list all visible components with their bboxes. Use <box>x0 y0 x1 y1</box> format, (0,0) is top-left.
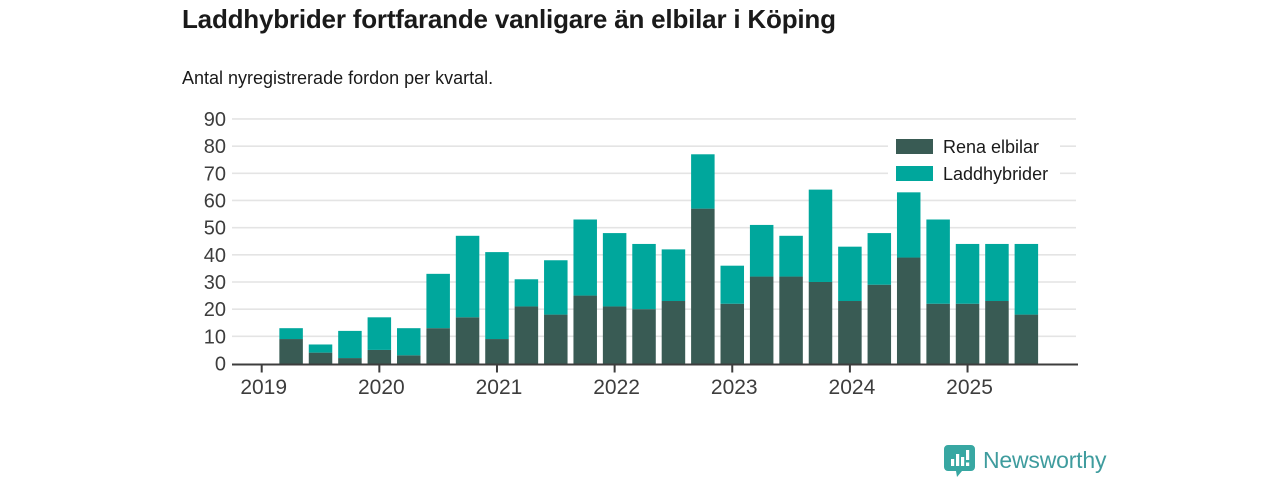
x-tick-label: 2020 <box>358 376 405 399</box>
bar-segment-elbilar <box>985 301 1009 364</box>
bar-segment-laddhybrider <box>573 219 597 296</box>
bar-segment-elbilar <box>279 339 303 364</box>
bar-segment-elbilar <box>720 303 745 364</box>
pin-shape <box>944 445 975 477</box>
x-tick-label: 2022 <box>593 376 640 399</box>
legend-label: Rena elbilar <box>943 137 1039 157</box>
bar-segment-laddhybrider <box>838 246 862 302</box>
brand-name: Newsworthy <box>983 447 1107 473</box>
bar-segment-elbilar <box>955 303 980 364</box>
bar-segment-laddhybrider <box>808 189 833 282</box>
bar-segment-laddhybrider <box>279 328 303 340</box>
y-tick-label: 40 <box>204 245 226 267</box>
chart-subtitle: Antal nyregistrerade fordon per kvartal. <box>182 68 494 88</box>
bar-segment-laddhybrider <box>602 233 627 307</box>
bar-segment-elbilar <box>308 352 333 364</box>
bar-segment-laddhybrider <box>632 243 656 310</box>
bar-segment-elbilar <box>602 306 627 364</box>
icon-bar-3 <box>961 457 965 466</box>
icon-bar-1 <box>951 459 955 466</box>
newsworthy-pin-icon <box>944 445 975 477</box>
bar-segment-elbilar <box>779 276 803 364</box>
bar-segment-laddhybrider <box>426 273 450 329</box>
bar-segment-laddhybrider <box>691 154 715 209</box>
x-tick-label: 2019 <box>240 376 287 399</box>
bar-segment-elbilar <box>838 301 862 364</box>
bar-segment-laddhybrider <box>896 192 921 258</box>
bar-segment-laddhybrider <box>514 279 539 307</box>
bar-segment-laddhybrider <box>926 219 950 304</box>
bar-segment-laddhybrider <box>955 243 980 304</box>
bar-segment-laddhybrider <box>338 330 362 359</box>
icon-exclamation-dot <box>966 462 970 466</box>
bar-segment-elbilar <box>397 355 421 364</box>
y-tick-label: 10 <box>204 326 226 348</box>
bar-segment-laddhybrider <box>1014 243 1039 315</box>
bar-segment-elbilar <box>514 306 539 364</box>
bar-segment-elbilar <box>632 309 656 364</box>
legend-label: Laddhybrider <box>943 164 1048 184</box>
y-tick-label: 0 <box>215 354 226 376</box>
y-tick-label: 60 <box>204 190 226 212</box>
bar-segment-elbilar <box>455 317 480 364</box>
y-tick-label: 20 <box>204 299 226 321</box>
chart-title: Laddhybrider fortfarande vanligare än el… <box>182 4 836 34</box>
bar-segment-elbilar <box>749 276 774 364</box>
bar-segment-laddhybrider <box>485 252 509 340</box>
bar-segment-laddhybrider <box>779 235 803 277</box>
bar-segment-elbilar <box>691 208 715 364</box>
y-tick-label: 50 <box>204 218 226 240</box>
bar-segment-elbilar <box>367 349 392 364</box>
y-tick-label: 90 <box>204 109 226 131</box>
y-tick-label: 80 <box>204 136 226 158</box>
bar-segment-elbilar <box>544 314 568 364</box>
y-tick-label: 70 <box>204 163 226 185</box>
x-tick-label: 2025 <box>946 376 993 399</box>
bar-segment-elbilar <box>926 303 950 364</box>
bar-segment-laddhybrider <box>985 243 1009 302</box>
bar-segment-laddhybrider <box>749 224 774 277</box>
bar-segment-laddhybrider <box>720 265 745 304</box>
x-tick-label: 2021 <box>476 376 523 399</box>
legend-swatch-elbilar <box>896 139 933 154</box>
bar-segment-laddhybrider <box>397 328 421 356</box>
bar-segment-elbilar <box>485 339 509 364</box>
bar-segment-elbilar <box>426 328 450 364</box>
newsworthy-logo: Newsworthy <box>944 444 1106 477</box>
icon-exclamation-line <box>966 450 970 460</box>
legend-swatch-laddhybrider <box>896 166 933 181</box>
bar-segment-elbilar <box>867 284 892 364</box>
y-tick-label: 30 <box>204 272 226 294</box>
bar-segment-laddhybrider <box>661 249 686 302</box>
bar-segment-laddhybrider <box>544 260 568 315</box>
bar-segment-elbilar <box>338 358 362 364</box>
icon-bar-2 <box>956 454 960 466</box>
bar-segment-laddhybrider <box>867 233 892 285</box>
bar-segment-laddhybrider <box>367 317 392 350</box>
bar-segment-laddhybrider <box>455 235 480 318</box>
x-tick-label: 2023 <box>711 376 758 399</box>
bar-segment-elbilar <box>661 301 686 364</box>
bar-segment-elbilar <box>896 257 921 364</box>
x-tick-label: 2024 <box>829 376 876 399</box>
bar-segment-elbilar <box>573 295 597 364</box>
bar-segment-elbilar <box>808 281 833 364</box>
bar-segment-elbilar <box>1014 314 1039 364</box>
bar-segment-laddhybrider <box>308 344 333 353</box>
